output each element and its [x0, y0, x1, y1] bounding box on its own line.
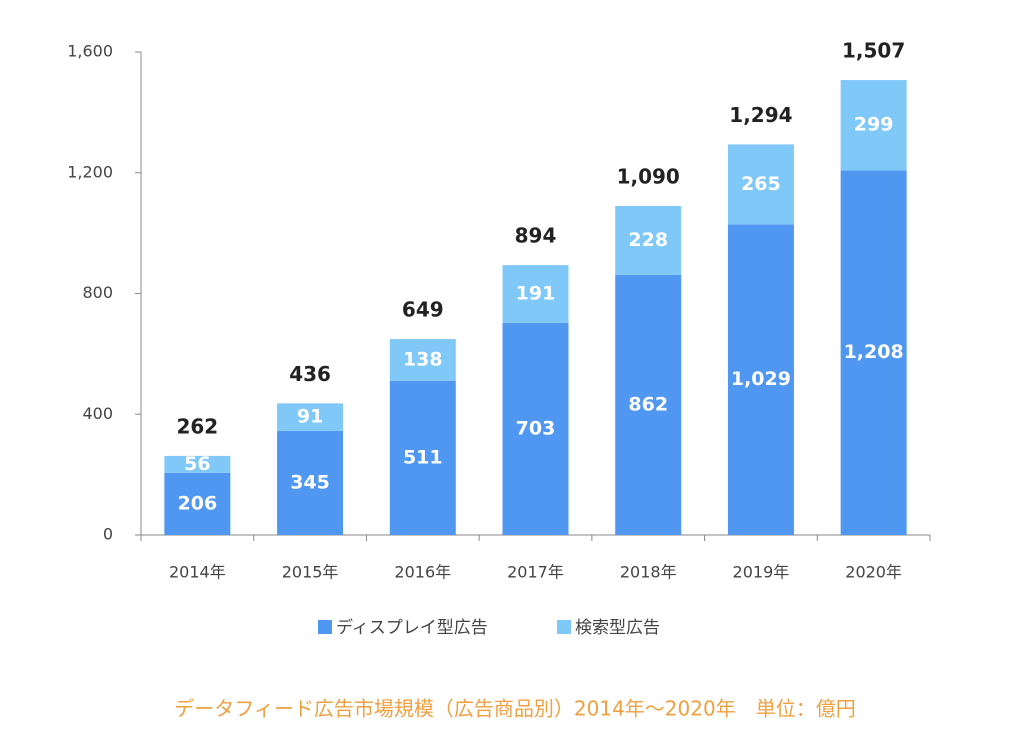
bar-segment	[727, 224, 794, 536]
value-label: 1,208	[844, 341, 904, 363]
total-label: 1,090	[617, 164, 680, 188]
total-label: 436	[289, 362, 331, 386]
y-tick-label: 400	[82, 404, 113, 423]
y-tick-label: 0	[103, 525, 113, 544]
total-label: 262	[176, 414, 218, 438]
value-label: 56	[184, 453, 210, 475]
value-label: 511	[403, 446, 443, 468]
value-label: 299	[854, 114, 894, 136]
y-tick-label: 800	[82, 283, 113, 302]
bar-segment	[164, 472, 231, 535]
bar-segment	[502, 265, 569, 323]
total-label: 1,507	[842, 39, 905, 63]
bar-segment	[164, 455, 231, 473]
bar-segment	[502, 322, 569, 535]
value-label: 703	[516, 417, 556, 439]
bar-segment	[615, 274, 682, 535]
value-label: 206	[178, 492, 218, 514]
value-label: 91	[297, 406, 323, 428]
legend-label: 検索型広告	[575, 618, 660, 638]
x-tick-label: 2015年	[282, 563, 339, 582]
bar-segment	[277, 430, 344, 535]
value-label: 1,029	[731, 368, 791, 390]
value-label: 265	[741, 173, 781, 195]
x-tick-label: 2020年	[845, 563, 902, 582]
value-label: 345	[290, 471, 330, 493]
x-tick-label: 2017年	[507, 563, 564, 582]
x-tick-label: 2018年	[620, 563, 677, 582]
legend-swatch	[557, 620, 571, 634]
y-tick-label: 1,600	[67, 42, 113, 61]
x-tick-label: 2014年	[169, 563, 226, 582]
bar-segment	[727, 144, 794, 225]
bar-segment	[389, 339, 456, 381]
y-tick-label: 1,200	[67, 162, 113, 181]
total-label: 649	[402, 298, 444, 322]
caption: データフィード広告市場規模（広告商品別）2014年～2020年 単位：億円	[174, 697, 855, 721]
legend-swatch	[318, 620, 332, 634]
bar-segment	[389, 380, 456, 535]
bar-segment	[615, 205, 682, 275]
x-tick-label: 2016年	[394, 563, 451, 582]
value-label: 138	[403, 348, 443, 370]
total-label: 1,294	[729, 103, 792, 127]
value-label: 228	[628, 229, 668, 251]
bar-segment	[840, 170, 907, 535]
value-label: 191	[516, 282, 556, 304]
bar-segment	[277, 403, 344, 431]
value-label: 862	[628, 393, 668, 415]
total-label: 894	[515, 224, 557, 248]
legend-label: ディスプレイ型広告	[336, 617, 488, 638]
x-tick-label: 2019年	[733, 563, 790, 582]
bar-segment	[840, 80, 907, 171]
